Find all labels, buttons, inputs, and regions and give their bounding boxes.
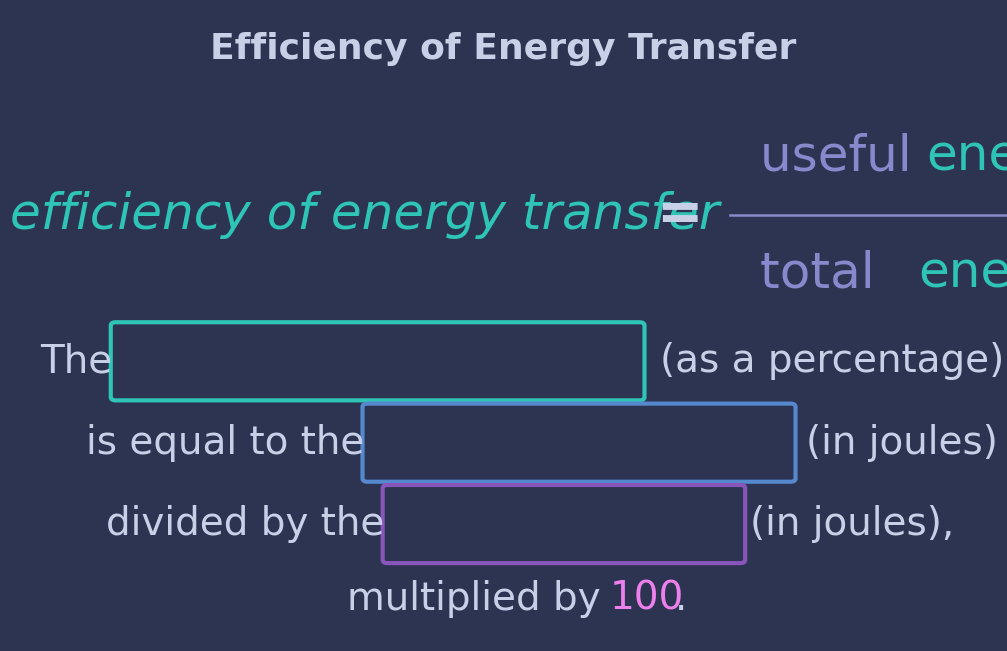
Text: ener: ener xyxy=(926,132,1007,180)
Text: total: total xyxy=(760,249,891,298)
Text: (as a percentage): (as a percentage) xyxy=(660,342,1004,380)
Text: multiplied by: multiplied by xyxy=(347,580,601,618)
Text: The: The xyxy=(40,342,113,380)
Text: is equal to the: is equal to the xyxy=(86,424,364,462)
Text: =: = xyxy=(657,188,703,242)
Text: (in joules): (in joules) xyxy=(806,424,998,462)
Text: efficiency of energy transfer: efficiency of energy transfer xyxy=(10,191,719,239)
Text: (in joules),: (in joules), xyxy=(750,505,955,543)
Text: Efficiency of Energy Transfer: Efficiency of Energy Transfer xyxy=(210,32,797,66)
Text: .: . xyxy=(675,580,687,618)
Text: ener: ener xyxy=(918,249,1007,298)
Text: 100: 100 xyxy=(609,580,684,618)
Text: divided by the: divided by the xyxy=(106,505,384,543)
Text: useful: useful xyxy=(760,132,927,180)
